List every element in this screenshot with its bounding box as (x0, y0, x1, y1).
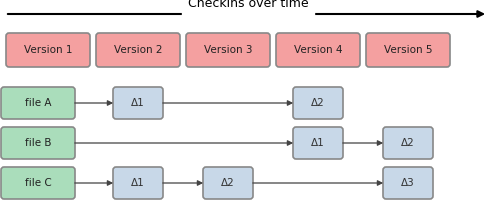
Text: file C: file C (24, 178, 52, 188)
Text: Δ1: Δ1 (131, 178, 145, 188)
FancyBboxPatch shape (203, 167, 253, 199)
Text: Δ1: Δ1 (311, 138, 325, 148)
FancyBboxPatch shape (1, 127, 75, 159)
FancyBboxPatch shape (366, 33, 450, 67)
Text: Δ2: Δ2 (401, 138, 415, 148)
FancyBboxPatch shape (1, 87, 75, 119)
Text: Version 4: Version 4 (294, 45, 342, 55)
Text: Δ2: Δ2 (311, 98, 325, 108)
FancyBboxPatch shape (6, 33, 90, 67)
FancyBboxPatch shape (383, 167, 433, 199)
Text: Version 1: Version 1 (24, 45, 72, 55)
Text: Version 3: Version 3 (204, 45, 252, 55)
FancyBboxPatch shape (293, 127, 343, 159)
FancyBboxPatch shape (113, 167, 163, 199)
FancyBboxPatch shape (113, 87, 163, 119)
FancyBboxPatch shape (383, 127, 433, 159)
Text: Δ2: Δ2 (221, 178, 235, 188)
Text: Checkins over time: Checkins over time (188, 0, 308, 10)
FancyBboxPatch shape (276, 33, 360, 67)
FancyBboxPatch shape (293, 87, 343, 119)
Text: file A: file A (25, 98, 52, 108)
FancyBboxPatch shape (1, 167, 75, 199)
Text: Δ3: Δ3 (401, 178, 415, 188)
Text: Version 2: Version 2 (114, 45, 162, 55)
Text: file B: file B (25, 138, 52, 148)
Text: Version 5: Version 5 (384, 45, 432, 55)
FancyBboxPatch shape (96, 33, 180, 67)
Text: Δ1: Δ1 (131, 98, 145, 108)
FancyBboxPatch shape (186, 33, 270, 67)
